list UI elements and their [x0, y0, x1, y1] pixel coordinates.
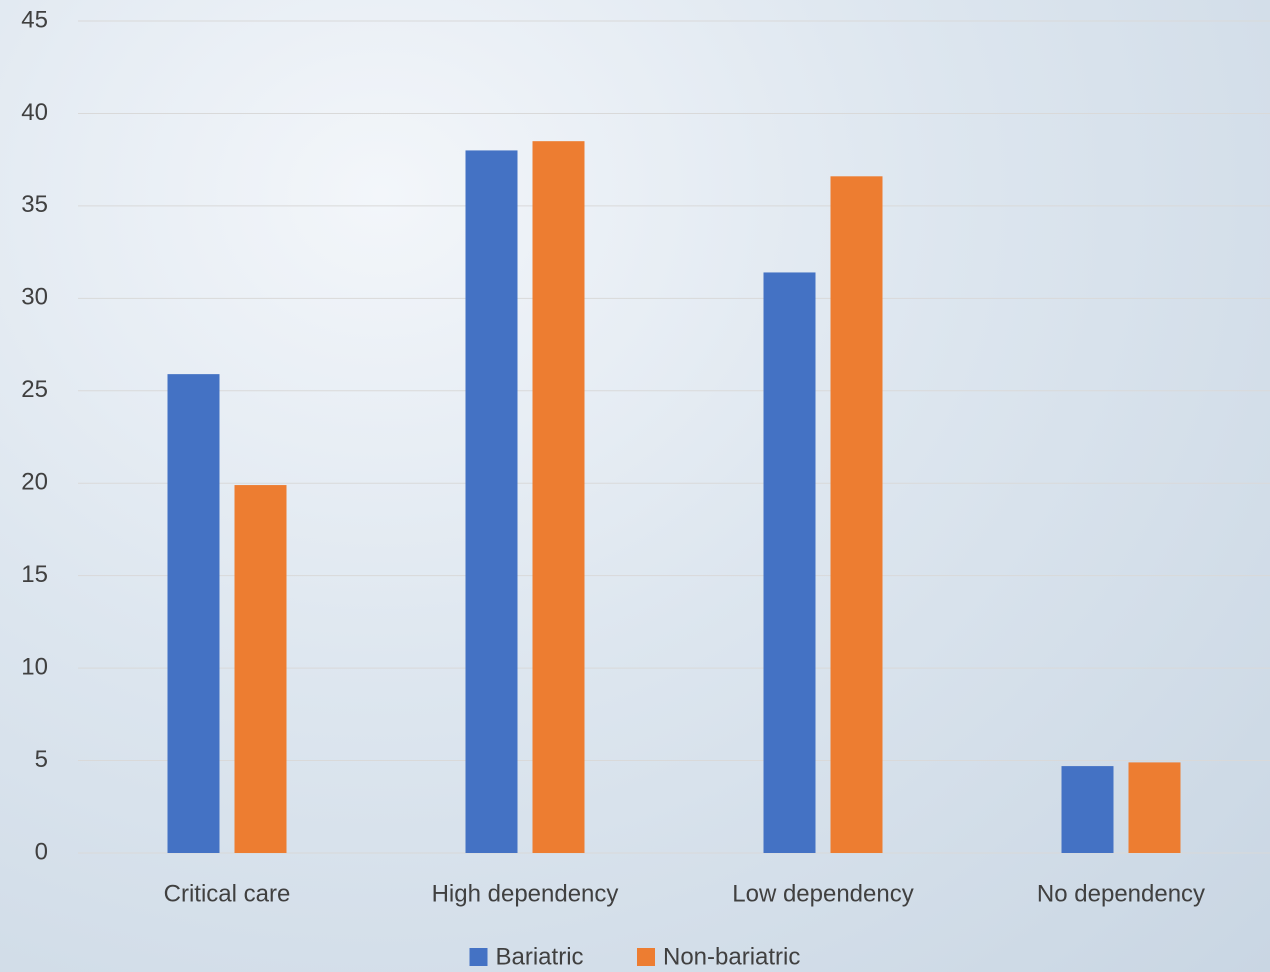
bar: [532, 141, 585, 853]
legend-swatch: [637, 948, 655, 966]
bar: [763, 272, 816, 854]
y-tick-label: 40: [21, 99, 48, 126]
x-tick-label: Critical care: [164, 880, 291, 907]
y-tick-label: 5: [35, 746, 48, 773]
y-tick-label: 10: [21, 653, 48, 680]
legend-label: Non-bariatric: [663, 943, 800, 970]
x-tick-label: No dependency: [1037, 880, 1205, 907]
y-tick-label: 25: [21, 376, 48, 403]
bar: [1128, 762, 1181, 853]
bar: [234, 485, 287, 853]
bar: [830, 176, 883, 854]
legend-label: Bariatric: [496, 943, 584, 970]
y-tick-label: 30: [21, 284, 48, 311]
y-tick-label: 35: [21, 191, 48, 218]
y-tick-label: 15: [21, 561, 48, 588]
legend-swatch: [469, 948, 488, 966]
y-tick-label: 20: [21, 469, 48, 496]
bar: [1061, 766, 1114, 853]
x-tick-label: High dependency: [432, 880, 619, 907]
bar: [465, 150, 518, 853]
x-tick-label: Low dependency: [732, 880, 913, 907]
y-tick-label: 0: [35, 838, 48, 865]
y-tick-label: 45: [21, 6, 48, 33]
bar: [167, 374, 220, 853]
